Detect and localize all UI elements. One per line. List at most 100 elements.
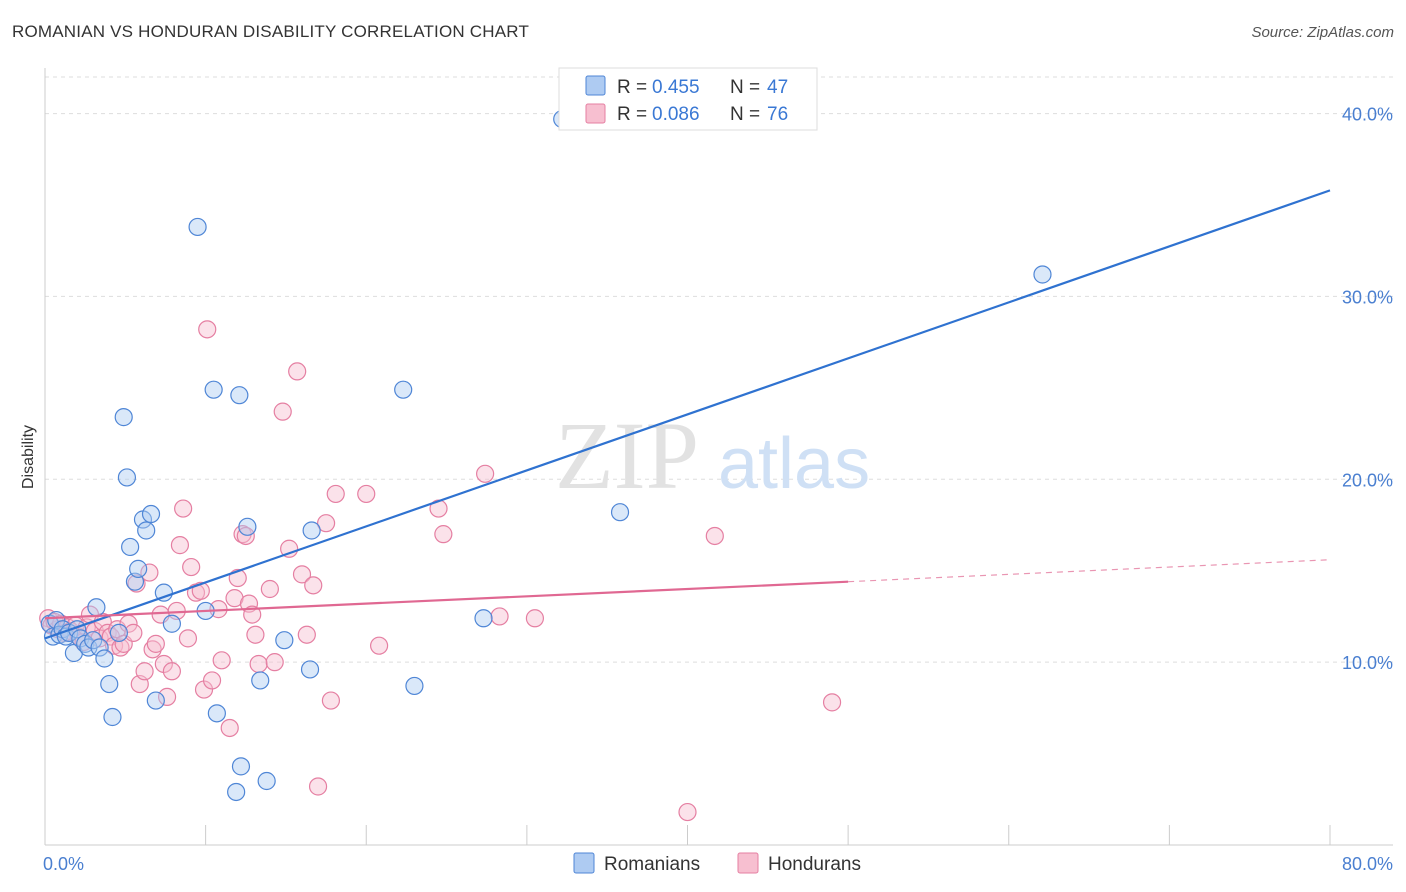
honduran-point-33 [162, 662, 181, 681]
honduran-point-52 [243, 605, 262, 624]
hondurans-trend-line [44, 580, 849, 620]
romanian-point-16 [100, 674, 119, 694]
y-tick-label-20: 20.0% [1342, 470, 1393, 490]
legend-r-value-hondurans: 0.086 [652, 104, 700, 125]
honduran-point-38 [182, 557, 201, 577]
romanian-point-47 [1033, 265, 1052, 284]
honduran-point-66 [326, 484, 345, 504]
trend-lines [44, 189, 1331, 640]
honduran-point-36 [174, 499, 193, 518]
bottom-legend-label-hondurans: Hondurans [768, 854, 861, 875]
bottom-legend-label-romanians: Romanians [604, 854, 700, 875]
honduran-point-61 [297, 625, 316, 644]
romanian-point-46 [610, 503, 630, 522]
honduran-point-54 [249, 654, 268, 674]
romanian-point-15 [95, 649, 114, 668]
romanian-point-32 [204, 380, 223, 399]
romanian-point-28 [154, 583, 173, 602]
honduran-point-23 [124, 623, 143, 642]
romanian-point-36 [231, 757, 251, 776]
honduran-point-71 [476, 464, 495, 483]
legend-r-value-romanians: 0.455 [652, 77, 700, 98]
hondurans-trend-line-extension [848, 559, 1331, 583]
honduran-point-62 [304, 576, 323, 595]
romanian-point-42 [302, 521, 321, 540]
romanian-point-37 [238, 517, 257, 536]
honduran-point-63 [308, 777, 328, 796]
romanian-point-19 [114, 408, 133, 427]
honduran-point-50 [236, 526, 255, 546]
legend-swatch-romanians [585, 75, 606, 96]
romanians-trend-line [44, 189, 1331, 640]
romanian-point-30 [188, 217, 207, 237]
honduran-point-45 [212, 651, 231, 670]
legend-n-label-romanians: N = [730, 77, 760, 98]
romanian-point-41 [300, 660, 320, 679]
y-tick-label-30: 30.0% [1342, 287, 1393, 307]
romanian-point-12 [84, 631, 103, 650]
x-ticks [44, 825, 1331, 845]
honduran-point-56 [265, 653, 284, 672]
honduran-point-72 [490, 607, 509, 626]
legend-swatch-hondurans [585, 103, 606, 124]
honduran-point-74 [705, 526, 724, 546]
honduran-point-53 [246, 625, 265, 644]
romanian-point-26 [141, 504, 161, 524]
romanian-point-18 [109, 623, 128, 642]
legend-n-value-hondurans: 76 [767, 104, 788, 125]
legend-n-label-hondurans: N = [730, 104, 760, 125]
series-legend: Romanians Hondurans [573, 852, 861, 875]
honduran-point-60 [292, 565, 312, 584]
romanian-point-35 [230, 386, 249, 405]
honduran-point-57 [273, 402, 292, 421]
honduran-point-37 [178, 629, 198, 648]
romanian-point-39 [257, 771, 276, 791]
romanian-point-29 [162, 614, 181, 633]
y-tick-label-10: 10.0% [1342, 653, 1393, 673]
romanian-point-23 [129, 559, 148, 578]
honduran-point-76 [678, 802, 697, 822]
bottom-legend-swatch-romanians [573, 852, 595, 874]
honduran-point-59 [288, 362, 307, 381]
romanian-point-2 [47, 610, 66, 630]
y-tick-labels: 10.0% 20.0% 30.0% 40.0% [1342, 105, 1393, 674]
romanian-point-38 [251, 671, 270, 690]
honduran-point-28 [143, 640, 162, 659]
honduran-point-27 [140, 563, 159, 582]
romanian-point-17 [103, 707, 122, 727]
legend-n-value-romanians: 47 [767, 77, 788, 98]
honduran-point-67 [357, 484, 376, 504]
romanian-point-45 [474, 609, 493, 628]
romanian-point-34 [227, 782, 246, 802]
honduran-point-64 [316, 514, 336, 533]
honduran-point-70 [434, 525, 453, 544]
legend-r-label-hondurans: R = [617, 104, 647, 125]
axes [44, 68, 1393, 846]
watermark-atlas: atlas [718, 424, 870, 504]
hondurans-points [39, 320, 842, 822]
honduran-point-35 [170, 536, 190, 555]
y-axis-label: Disability [20, 425, 37, 489]
romanian-point-44 [405, 676, 424, 696]
chart-title: ROMANIAN VS HONDURAN DISABILITY CORRELAT… [12, 22, 530, 41]
honduran-point-65 [321, 691, 341, 710]
honduran-point-42 [198, 320, 217, 339]
honduran-point-68 [370, 636, 389, 655]
romanians-points [40, 109, 1052, 802]
honduran-point-29 [146, 634, 165, 653]
honduran-point-43 [202, 671, 222, 690]
romanian-point-27 [146, 691, 165, 710]
honduran-point-32 [157, 687, 177, 706]
romanian-point-43 [394, 380, 413, 399]
honduran-point-26 [135, 662, 154, 681]
y-tick-label-40: 40.0% [1342, 105, 1393, 125]
honduran-point-46 [220, 718, 239, 738]
correlation-legend: R = 0.455 N = 47 R = 0.086 N = 76 [558, 67, 818, 131]
romanian-point-25 [137, 521, 156, 540]
bottom-legend-swatch-hondurans [737, 852, 759, 874]
source-label: Source: ZipAtlas.com [1251, 24, 1394, 41]
honduran-point-75 [822, 693, 842, 712]
x-tick-label-max: 80.0% [1342, 854, 1393, 874]
romanian-point-40 [275, 631, 294, 650]
